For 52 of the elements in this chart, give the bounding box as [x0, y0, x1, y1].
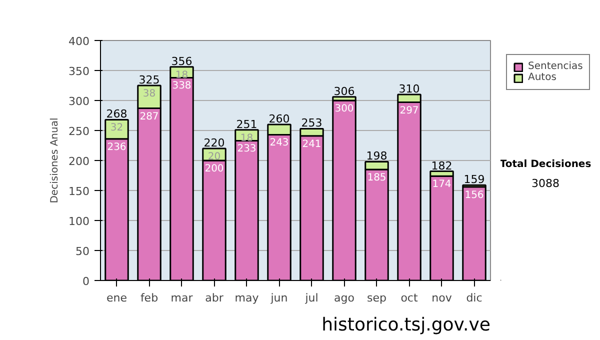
text: 3088 — [532, 176, 560, 190]
x-tick-label: nov — [432, 292, 452, 304]
y-tick-label: 300 — [68, 95, 90, 108]
data-label: 185 — [367, 172, 386, 184]
data-label: 233 — [237, 144, 256, 155]
data-label: 32 — [110, 122, 124, 134]
legend-label: Sentencias — [528, 61, 583, 72]
data-label: 287 — [140, 111, 159, 122]
x-tick-label: may — [234, 292, 260, 304]
data-label: 156 — [464, 190, 484, 201]
x-tick-label: ene — [106, 292, 128, 304]
x-tick-label: feb — [140, 292, 158, 304]
legend-label: Autos — [528, 72, 556, 83]
total-label: 198 — [366, 150, 388, 163]
x-tick-label: sep — [367, 292, 387, 304]
x-tick-label: abr — [205, 292, 224, 304]
total-label: 159 — [464, 173, 485, 186]
y-tick-label: 200 — [68, 155, 90, 168]
x-tick-label: jun — [270, 292, 288, 304]
data-label: 297 — [400, 105, 419, 116]
total-label: 182 — [431, 159, 452, 172]
total-label: 220 — [204, 136, 225, 150]
y-tick-label: 400 — [68, 35, 90, 48]
y-tick-label: 0 — [82, 275, 90, 288]
text: historico.tsj.gov.ve — [322, 314, 490, 336]
x-tick-label: ago — [334, 292, 355, 304]
x-tick-label: jul — [304, 292, 318, 304]
total-label: 310 — [398, 82, 420, 96]
x-tick-label: oct — [400, 292, 418, 304]
total-label: 325 — [138, 74, 160, 86]
data-label: 243 — [270, 138, 289, 149]
y-tick-label: 50 — [76, 245, 90, 258]
total-label: 268 — [106, 108, 128, 121]
total-label: 356 — [171, 54, 192, 68]
data-label: 174 — [432, 179, 452, 190]
y-axis-title: Decisiones Anual — [50, 118, 61, 204]
y-tick-label: 250 — [68, 125, 90, 138]
data-label: 241 — [302, 138, 322, 150]
total-label: 306 — [334, 84, 355, 98]
data-label: 38 — [142, 88, 156, 100]
total-label: 253 — [301, 116, 322, 130]
data-label: 338 — [172, 80, 192, 92]
x-tick-label: mar — [170, 292, 194, 304]
y-tick-label: 150 — [68, 185, 90, 198]
data-label: 200 — [204, 164, 224, 174]
y-tick-label: 350 — [68, 65, 90, 78]
total-label: 260 — [268, 112, 290, 126]
data-label: 236 — [107, 142, 126, 153]
total-label: 251 — [236, 118, 258, 131]
data-label: 300 — [334, 104, 354, 114]
x-tick-label: dic — [466, 292, 482, 304]
y-tick-label: 100 — [68, 215, 90, 228]
